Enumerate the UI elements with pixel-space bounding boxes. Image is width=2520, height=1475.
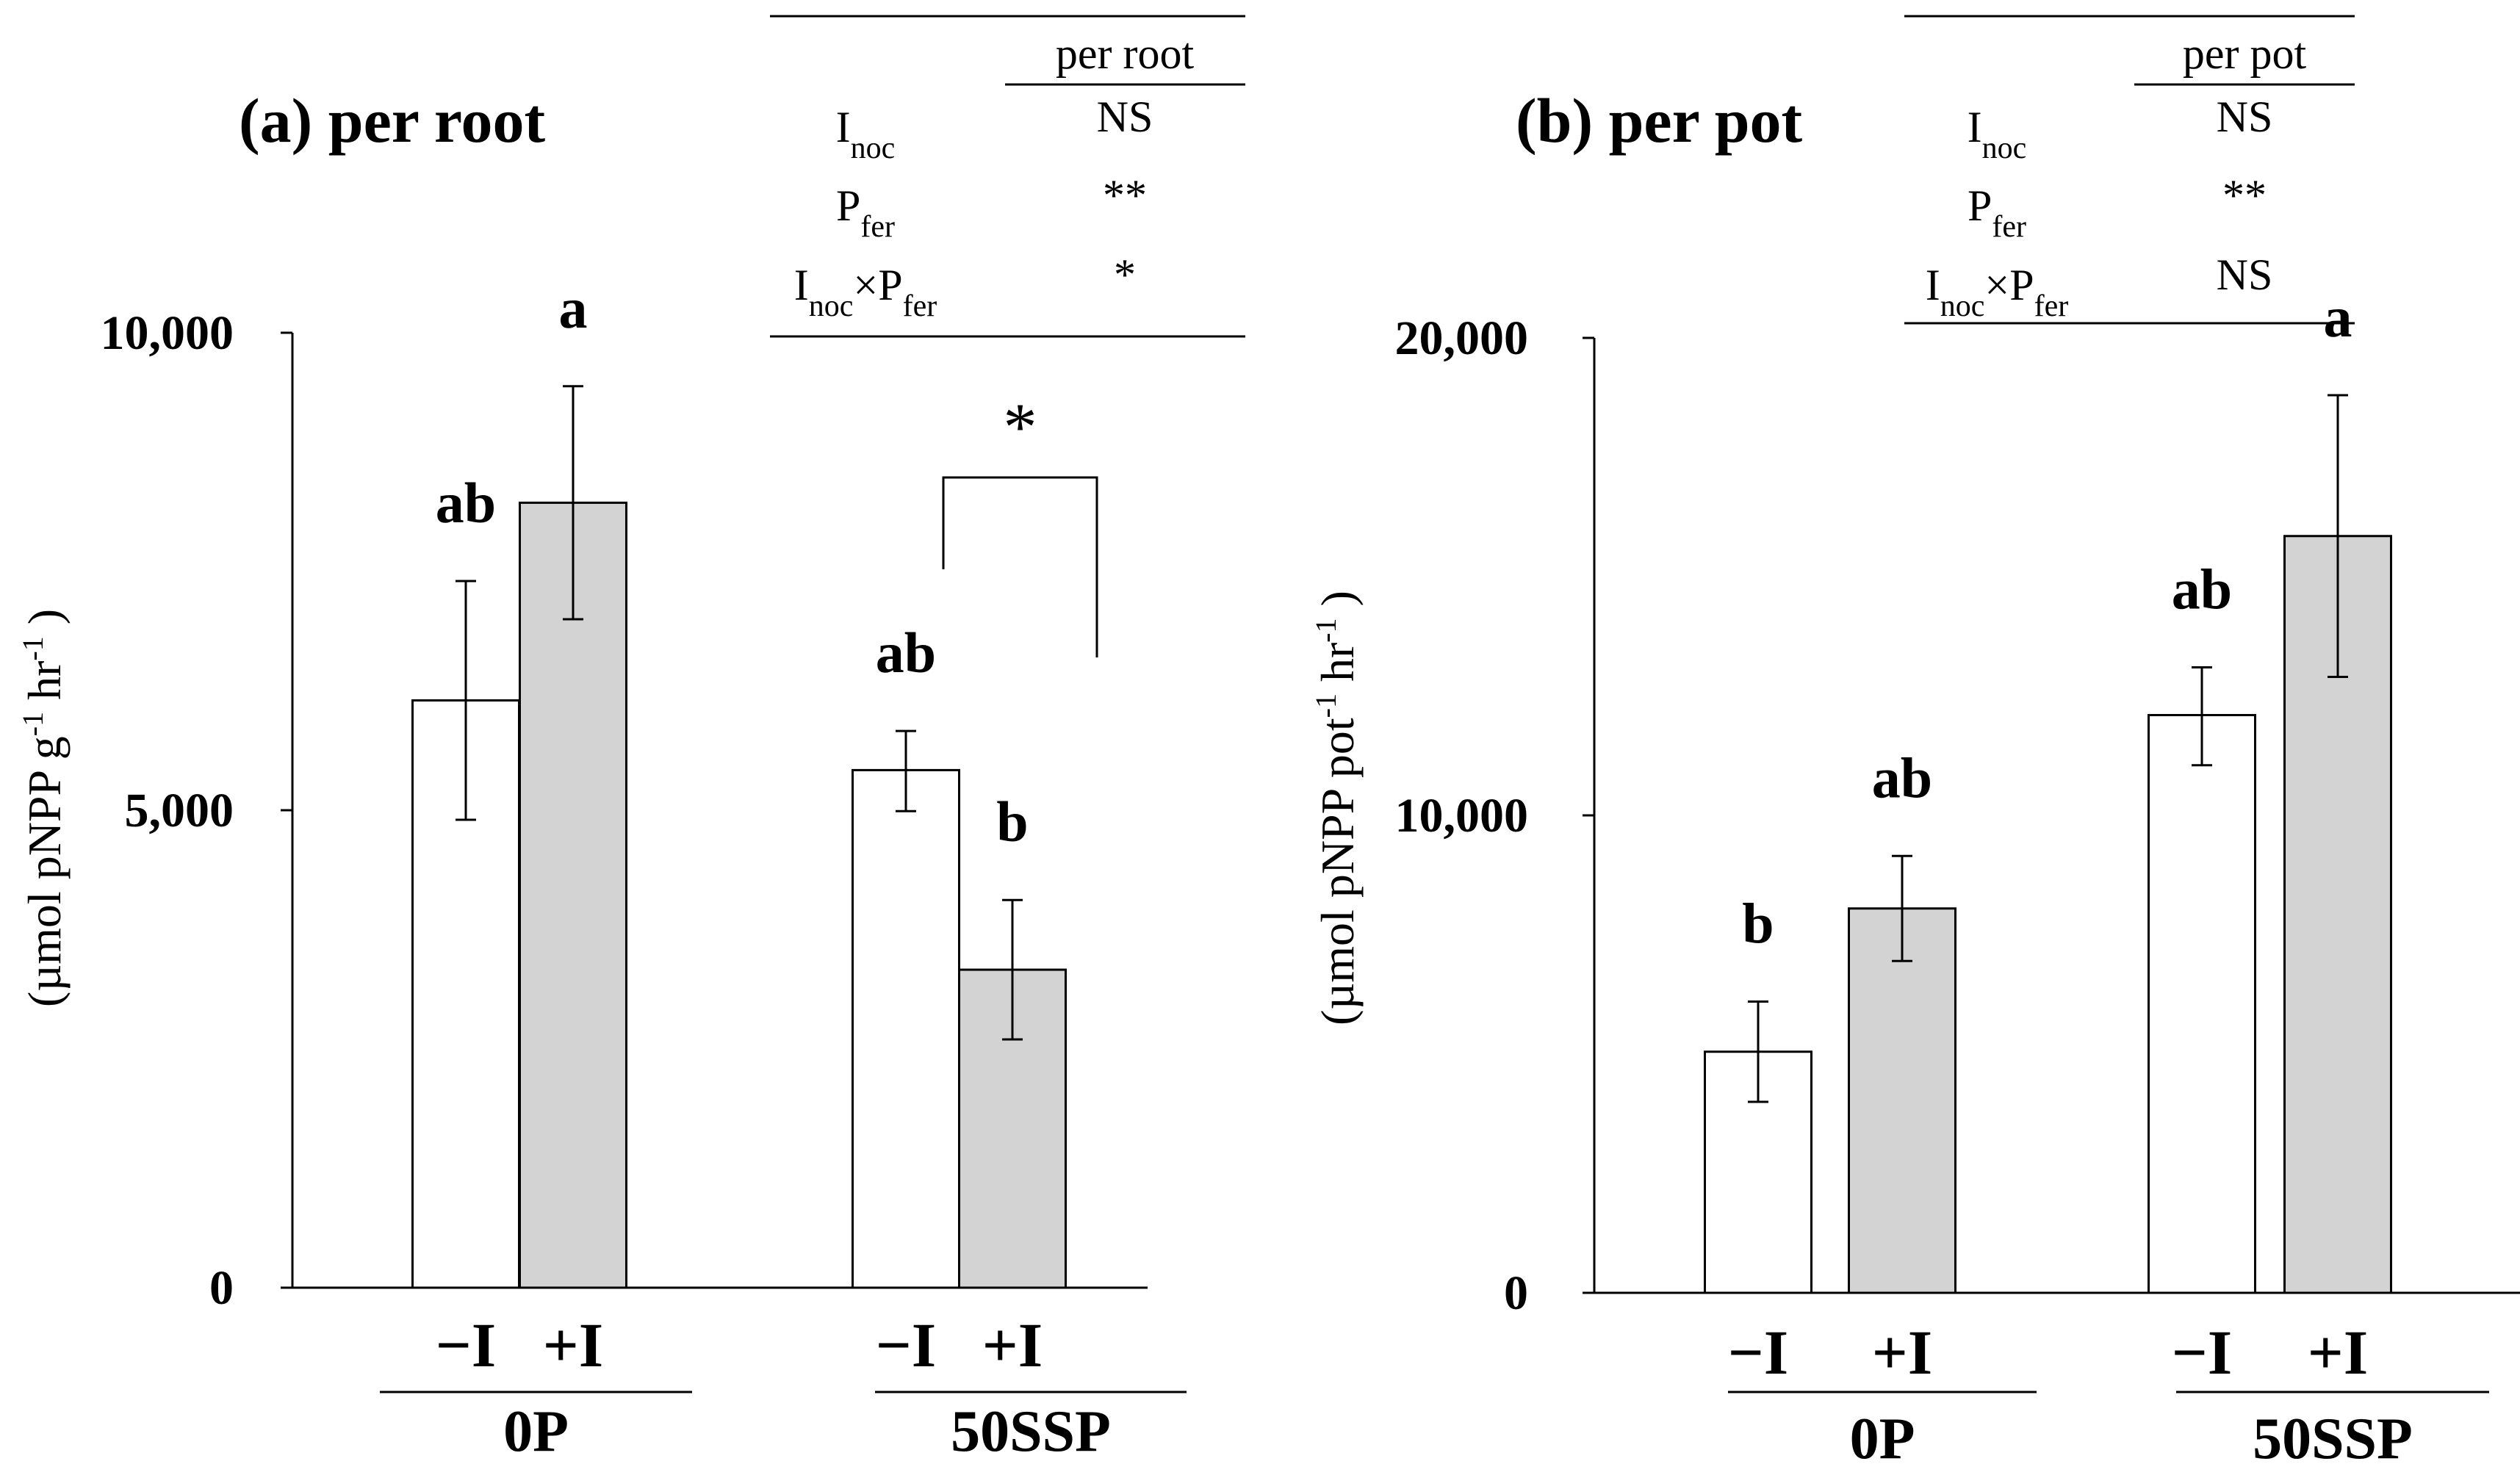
- y-tick-label: 5,000: [125, 784, 234, 837]
- bar-category-label: +I: [1872, 1317, 1932, 1388]
- significance-letter: ab: [436, 471, 496, 535]
- significance-bracket: [942, 476, 1098, 657]
- anova-factor-subscript: noc: [851, 131, 896, 165]
- anova-factor-label: Pfer: [836, 181, 895, 244]
- significance-letter: ab: [1872, 746, 1932, 809]
- y-label-text: hr: [18, 661, 71, 712]
- anova-factor-subscript: noc: [809, 289, 854, 323]
- anova-factor-name: I: [794, 261, 809, 309]
- anova-factor-subscript: fer: [903, 289, 937, 323]
- group-label: 0P: [503, 1399, 569, 1464]
- anova-value: **: [1103, 171, 1147, 220]
- group-label: 0P: [1850, 1407, 1915, 1471]
- y-label-text: hr: [1311, 643, 1364, 693]
- anova-factor-label: Pfer: [1968, 181, 2026, 244]
- y-label-superscript: -1: [16, 712, 49, 736]
- anova-factor-label: Inoc: [1968, 103, 2027, 165]
- bar-category-label: −I: [436, 1310, 496, 1380]
- y-tick-label: 0: [209, 1261, 234, 1315]
- bar-category-label: +I: [2308, 1317, 2368, 1388]
- anova-factor-name: P: [1968, 181, 1992, 230]
- anova-factor-name: ×P: [853, 261, 902, 309]
- panel-title: (b) per pot: [1516, 85, 1803, 156]
- anova-value: NS: [1097, 93, 1153, 141]
- bar: [519, 501, 627, 1289]
- significance-letter: a: [2324, 285, 2352, 349]
- significance-letter: b: [1742, 892, 1774, 956]
- significance-bracket-mark: *: [1004, 389, 1037, 464]
- anova-factor-subscript: fer: [1992, 210, 2026, 244]
- anova-value: NS: [2217, 250, 2273, 299]
- group-label: 50SSP: [951, 1399, 1111, 1464]
- y-label-superscript: -1: [1309, 693, 1342, 718]
- anova-factor-name: I: [836, 103, 851, 151]
- bar-category-label: −I: [876, 1310, 936, 1380]
- bar: [1848, 907, 1956, 1294]
- bar-category-label: −I: [2172, 1317, 2232, 1388]
- significance-letter: a: [559, 276, 588, 340]
- y-axis-label: (µmol pNPP g-1 hr-1 ): [16, 609, 71, 1007]
- y-label-text: (µmol pNPP pot: [1311, 718, 1364, 1025]
- significance-letter: ab: [2172, 558, 2232, 621]
- bar-category-label: −I: [1728, 1317, 1788, 1388]
- y-tick-label: 10,000: [101, 306, 234, 360]
- y-tick-label: 10,000: [1395, 789, 1529, 843]
- panel-title: (a) per root: [239, 85, 546, 156]
- y-axis-label: (µmol pNPP pot-1 hr-1 ): [1309, 591, 1364, 1025]
- y-label-text: (µmol pNPP g: [18, 736, 71, 1007]
- significance-letter: ab: [876, 621, 936, 685]
- y-tick-label: 20,000: [1395, 311, 1529, 365]
- significance-letter: b: [996, 790, 1028, 854]
- y-tick-label: 0: [1504, 1266, 1528, 1320]
- anova-factor-subscript: fer: [860, 210, 895, 244]
- anova-factor-label: Inoc: [836, 103, 896, 165]
- anova-factor-name: P: [836, 181, 860, 230]
- y-label-superscript: -1: [16, 636, 49, 660]
- anova-factor-name: I: [1926, 261, 1940, 309]
- group-label: 50SSP: [2253, 1407, 2413, 1471]
- y-label-text: ): [1311, 591, 1364, 618]
- anova-factor-label: Inoc×Pfer: [794, 261, 937, 323]
- anova-header: per pot: [2183, 29, 2307, 78]
- bar-category-label: +I: [543, 1310, 603, 1380]
- anova-factor-subscript: noc: [1940, 289, 1985, 323]
- anova-factor-subscript: fer: [2034, 289, 2069, 323]
- anova-value: **: [2222, 171, 2267, 220]
- anova-value: NS: [2217, 93, 2273, 141]
- anova-factor-subscript: noc: [1982, 131, 2027, 165]
- y-label-text: ): [18, 609, 71, 636]
- anova-factor-label: Inoc×Pfer: [1926, 261, 2068, 323]
- bar: [2148, 714, 2256, 1294]
- anova-header: per root: [1056, 29, 1195, 78]
- anova-factor-name: ×P: [1984, 261, 2034, 309]
- bar: [852, 768, 960, 1289]
- anova-factor-name: I: [1968, 103, 1982, 151]
- bar-category-label: +I: [982, 1310, 1043, 1380]
- y-label-superscript: -1: [1309, 618, 1342, 642]
- anova-value: *: [1114, 250, 1136, 299]
